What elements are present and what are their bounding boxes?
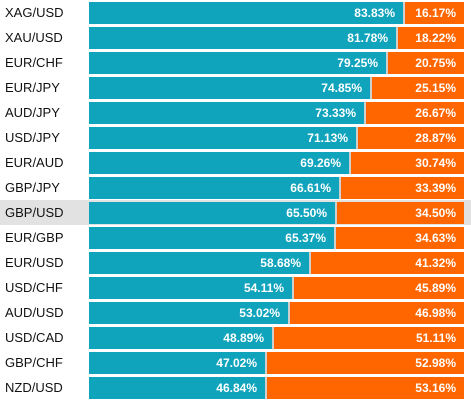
sentiment-bar: 65.50% 34.50% (89, 202, 464, 224)
pair-row[interactable]: GBP/JPY 66.61% 33.39% (0, 175, 471, 200)
sentiment-bar: 74.85% 25.15% (89, 77, 464, 99)
long-percentage-bar: 53.02% (89, 302, 288, 324)
pair-label: EUR/CHF (5, 55, 63, 70)
pair-label: EUR/AUD (5, 155, 64, 170)
sentiment-bar: 65.37% 34.63% (89, 227, 464, 249)
short-percentage-bar: 33.39% (341, 177, 464, 199)
pair-row[interactable]: XAU/USD 81.78% 18.22% (0, 25, 471, 50)
sentiment-bar: 58.68% 41.32% (89, 252, 464, 274)
sentiment-bar: 83.83% 16.17% (89, 2, 464, 24)
pair-row[interactable]: AUD/USD 53.02% 46.98% (0, 300, 471, 325)
short-percentage-bar: 52.98% (267, 352, 464, 374)
sentiment-bar: 46.84% 53.16% (89, 377, 464, 399)
short-percentage-bar: 53.16% (267, 377, 464, 399)
sentiment-bar: 73.33% 26.67% (89, 102, 464, 124)
pair-label: XAU/USD (5, 30, 63, 45)
long-percentage-bar: 74.85% (89, 77, 370, 99)
long-percentage-bar: 69.26% (89, 152, 349, 174)
pair-label: XAG/USD (5, 5, 64, 20)
pair-label: NZD/USD (5, 380, 63, 395)
sentiment-bar: 53.02% 46.98% (89, 302, 464, 324)
pair-label: GBP/JPY (5, 180, 60, 195)
pair-label: EUR/JPY (5, 80, 60, 95)
short-percentage-bar: 20.75% (388, 52, 464, 74)
pair-row[interactable]: USD/JPY 71.13% 28.87% (0, 125, 471, 150)
short-percentage-bar: 30.74% (351, 152, 464, 174)
short-percentage-bar: 34.50% (337, 202, 464, 224)
pair-row[interactable]: EUR/JPY 74.85% 25.15% (0, 75, 471, 100)
sentiment-bar: 54.11% 45.89% (89, 277, 464, 299)
sentiment-bar: 71.13% 28.87% (89, 127, 464, 149)
long-percentage-bar: 81.78% (89, 27, 396, 49)
long-percentage-bar: 58.68% (89, 252, 309, 274)
sentiment-bar: 47.02% 52.98% (89, 352, 464, 374)
pair-row[interactable]: AUD/JPY 73.33% 26.67% (0, 100, 471, 125)
long-percentage-bar: 73.33% (89, 102, 364, 124)
long-percentage-bar: 65.50% (89, 202, 335, 224)
short-percentage-bar: 18.22% (398, 27, 464, 49)
short-percentage-bar: 51.11% (274, 327, 464, 349)
pair-row[interactable]: USD/CHF 54.11% 45.89% (0, 275, 471, 300)
short-percentage-bar: 16.17% (405, 2, 464, 24)
pair-label: USD/CHF (5, 280, 63, 295)
pair-label: USD/JPY (5, 130, 60, 145)
pair-row[interactable]: EUR/AUD 69.26% 30.74% (0, 150, 471, 175)
short-percentage-bar: 26.67% (366, 102, 464, 124)
sentiment-bar: 66.61% 33.39% (89, 177, 464, 199)
pair-row[interactable]: EUR/CHF 79.25% 20.75% (0, 50, 471, 75)
long-percentage-bar: 71.13% (89, 127, 356, 149)
pair-label: EUR/USD (5, 255, 64, 270)
pair-label: GBP/USD (5, 205, 64, 220)
short-percentage-bar: 46.98% (290, 302, 464, 324)
short-percentage-bar: 41.32% (311, 252, 464, 274)
pair-row[interactable]: XAG/USD 83.83% 16.17% (0, 0, 471, 25)
pair-row[interactable]: GBP/CHF 47.02% 52.98% (0, 350, 471, 375)
long-percentage-bar: 47.02% (89, 352, 265, 374)
long-percentage-bar: 54.11% (89, 277, 292, 299)
pair-label: GBP/CHF (5, 355, 63, 370)
pair-row[interactable]: GBP/USD 65.50% 34.50% (0, 200, 471, 225)
long-percentage-bar: 65.37% (89, 227, 334, 249)
long-percentage-bar: 48.89% (89, 327, 272, 349)
sentiment-bar: 81.78% 18.22% (89, 27, 464, 49)
pair-label: USD/CAD (5, 330, 64, 345)
pair-row[interactable]: EUR/USD 58.68% 41.32% (0, 250, 471, 275)
long-percentage-bar: 46.84% (89, 377, 265, 399)
short-percentage-bar: 45.89% (294, 277, 464, 299)
long-percentage-bar: 66.61% (89, 177, 339, 199)
short-percentage-bar: 34.63% (336, 227, 464, 249)
pair-label: AUD/USD (5, 305, 64, 320)
pair-row[interactable]: EUR/GBP 65.37% 34.63% (0, 225, 471, 250)
pair-row[interactable]: NZD/USD 46.84% 53.16% (0, 375, 471, 400)
sentiment-bar: 79.25% 20.75% (89, 52, 464, 74)
short-percentage-bar: 28.87% (358, 127, 464, 149)
sentiment-bar: 48.89% 51.11% (89, 327, 464, 349)
long-percentage-bar: 79.25% (89, 52, 386, 74)
pair-label: EUR/GBP (5, 230, 64, 245)
sentiment-bar: 69.26% 30.74% (89, 152, 464, 174)
pair-row[interactable]: USD/CAD 48.89% 51.11% (0, 325, 471, 350)
short-percentage-bar: 25.15% (372, 77, 464, 99)
long-percentage-bar: 83.83% (89, 2, 403, 24)
pair-label: AUD/JPY (5, 105, 60, 120)
